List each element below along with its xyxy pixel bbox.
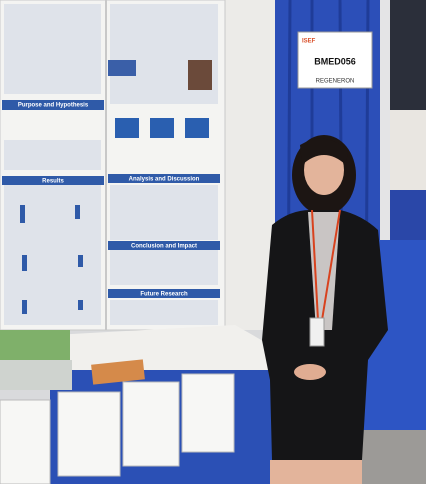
booklets <box>0 330 145 390</box>
poster-heading: Conclusion and Impact <box>131 244 197 250</box>
poster-heading-bars <box>2 100 220 298</box>
sign-logo: ISEF <box>302 39 316 45</box>
papers <box>0 373 235 484</box>
pole <box>380 0 390 330</box>
sign-sponsor: REGENERON <box>316 79 355 85</box>
floor <box>360 430 426 484</box>
hands <box>294 364 326 380</box>
poster-heading: Future Research <box>140 292 188 298</box>
poster-heading: Analysis and Discussion <box>129 177 200 183</box>
poster-heading: Purpose and Hypothesis <box>18 103 89 109</box>
booth-sign <box>297 31 373 89</box>
ceiling <box>390 0 426 110</box>
face <box>304 145 344 195</box>
poster-heading: Results <box>42 179 64 185</box>
badge <box>309 317 325 347</box>
sign-code: BMED056 <box>314 56 356 66</box>
bangs <box>300 138 348 165</box>
lanyard <box>311 209 341 321</box>
poster-images <box>108 60 212 138</box>
distant-booth <box>390 190 426 240</box>
poster-chart-bars <box>20 205 83 314</box>
suit <box>262 210 388 460</box>
legs <box>270 460 362 484</box>
poster-divider <box>105 0 107 330</box>
